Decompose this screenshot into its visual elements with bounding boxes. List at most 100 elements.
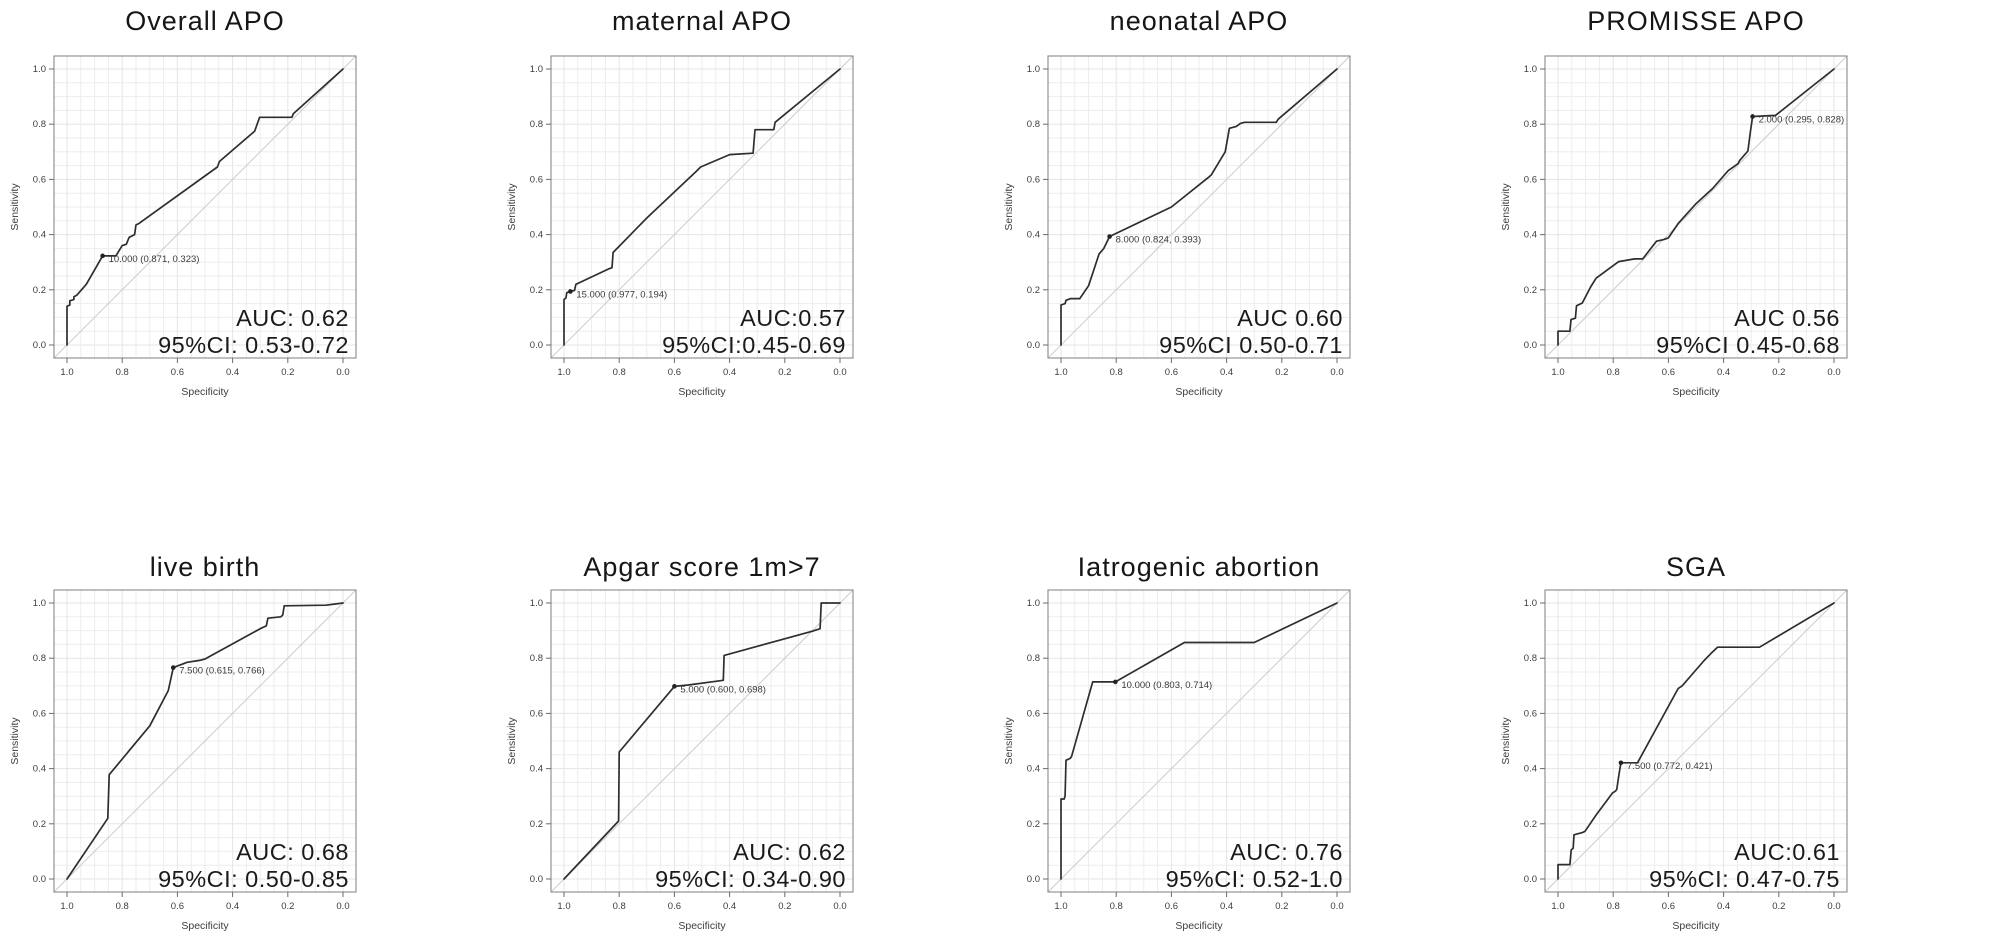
y-tick-label: 0.0 [1027,340,1040,351]
x-tick-label: 0.6 [171,901,184,912]
threshold-point [100,253,105,259]
ci-label: 95%CI: 0.34-0.90 [655,866,846,892]
x-tick-label: 0.8 [116,901,129,912]
roc-panel-border [550,55,854,359]
auc-label: AUC: 0.62 [733,839,846,865]
y-tick-label: 0.2 [530,819,543,830]
y-tick-label: 0.2 [530,285,543,296]
threshold-label: 10.000 (0.803, 0.714) [1121,680,1212,691]
threshold-point [672,684,677,689]
roc-panel-border [1047,55,1351,359]
y-tick-label: 0.0 [33,340,46,351]
x-tick-label: 0.4 [1220,367,1233,378]
y-tick-label: 0.8 [1524,119,1537,130]
y-tick-label: 1.0 [530,64,543,75]
x-axis-title: Specificity [1175,920,1223,932]
diagonal-reference-line [550,55,854,359]
y-tick-label: 0.2 [1027,819,1040,830]
x-tick-label: 0.0 [1827,901,1840,912]
x-tick-label: 0.0 [833,367,846,378]
x-tick-label: 0.6 [1165,901,1178,912]
x-tick-label: 0.6 [668,367,681,378]
y-tick-label: 0.8 [33,653,46,664]
y-tick-label: 0.6 [33,708,46,719]
y-axis-title: Sensitivity [1500,183,1512,231]
roc-plot: 1.0 0.8 0.6 0.4 0.2 0.0 0.0 0.2 0.4 0.6 0.8 1.0 Spec… [9,55,357,398]
roc-panel-border [550,589,854,893]
x-tick-label: 0.2 [281,367,294,378]
chart-title: neonatal APO [1109,6,1289,36]
y-tick-label: 1.0 [530,598,543,609]
x-tick-label: 0.2 [281,901,294,912]
x-axis-title: Specificity [181,920,229,932]
y-tick-label: 0.2 [33,819,46,830]
ci-label: 95%CI 0.50-0.71 [1159,332,1343,358]
y-axis-title: Sensitivity [1500,717,1512,765]
chart-title: Apgar score 1m>7 [583,552,821,582]
y-tick-label: 1.0 [1027,64,1040,75]
y-tick-label: 0.4 [1524,230,1537,241]
roc-chart-cell: Overall APO 1.0 0.8 0.6 0.4 0.2 0.0 0.0 0.2 0.4 0… [0,0,497,468]
x-tick-label: 1.0 [557,901,570,912]
x-tick-label: 0.2 [1275,367,1288,378]
y-tick-label: 0.2 [1524,819,1537,830]
roc-curve [66,68,344,346]
y-tick-label: 1.0 [33,598,46,609]
roc-plot: 1.0 0.8 0.6 0.4 0.2 0.0 0.0 0.2 0.4 0.6 0.8 1.0 Spec… [506,589,854,932]
y-tick-label: 0.0 [1027,874,1040,885]
roc-chart-cell: neonatal APO 1.0 0.8 0.6 0.4 0.2 0.0 0.0 0.2 0.4… [994,0,1491,468]
threshold-label: 7.500 (0.615, 0.766) [179,666,265,677]
x-tick-label: 0.0 [1330,901,1343,912]
x-tick-label: 0.0 [336,367,349,378]
diagonal-reference-line [1544,589,1848,893]
x-tick-label: 0.4 [226,901,239,912]
threshold-point [1750,114,1755,119]
threshold-label: 7.500 (0.772, 0.421) [1627,761,1713,772]
auc-label: AUC: 0.62 [236,305,349,331]
x-tick-label: 0.4 [723,901,736,912]
y-tick-label: 0.4 [530,230,543,241]
x-tick-label: 1.0 [1551,367,1564,378]
threshold-point [568,289,573,294]
y-tick-label: 0.4 [1027,230,1040,241]
y-tick-label: 0.6 [1027,174,1040,185]
y-tick-label: 0.6 [1027,708,1040,719]
y-tick-label: 0.8 [1524,653,1537,664]
diagonal-reference-line [1047,55,1351,359]
auc-label: AUC:0.61 [1734,839,1840,865]
x-tick-label: 0.8 [613,367,626,378]
x-tick-label: 0.2 [778,367,791,378]
x-tick-label: 0.8 [1607,901,1620,912]
y-tick-label: 0.8 [530,119,543,130]
roc-curve [563,602,841,880]
x-tick-label: 1.0 [1551,901,1564,912]
x-tick-label: 0.6 [1165,367,1178,378]
roc-curve [1060,68,1338,346]
y-tick-label: 0.8 [33,119,46,130]
threshold-point [1113,679,1118,685]
ci-label: 95%CI 0.45-0.68 [1656,332,1840,358]
diagonal-reference-line [53,55,357,359]
roc-plot: 1.0 0.8 0.6 0.4 0.2 0.0 0.0 0.2 0.4 0.6 0.8 1.0 Spec… [1003,55,1351,398]
y-tick-label: 0.0 [33,874,46,885]
roc-curve [563,68,841,346]
y-tick-label: 1.0 [1524,64,1537,75]
threshold-label: 15.000 (0.977, 0.194) [576,289,667,300]
x-tick-label: 0.6 [1662,901,1675,912]
auc-label: AUC 0.56 [1734,305,1840,331]
y-tick-label: 0.6 [530,708,543,719]
y-tick-label: 1.0 [1027,598,1040,609]
y-axis-title: Sensitivity [9,717,21,765]
x-tick-label: 0.8 [1607,367,1620,378]
x-tick-label: 1.0 [1054,901,1067,912]
roc-curve [1557,68,1835,346]
threshold-point [1618,760,1624,766]
auc-label: AUC 0.60 [1237,305,1343,331]
x-axis-title: Specificity [678,386,726,398]
x-tick-label: 0.0 [336,901,349,912]
x-tick-label: 0.4 [226,367,239,378]
threshold-label: 10.000 (0.871, 0.323) [109,254,200,265]
y-tick-label: 1.0 [33,64,46,75]
y-tick-label: 0.6 [530,174,543,185]
